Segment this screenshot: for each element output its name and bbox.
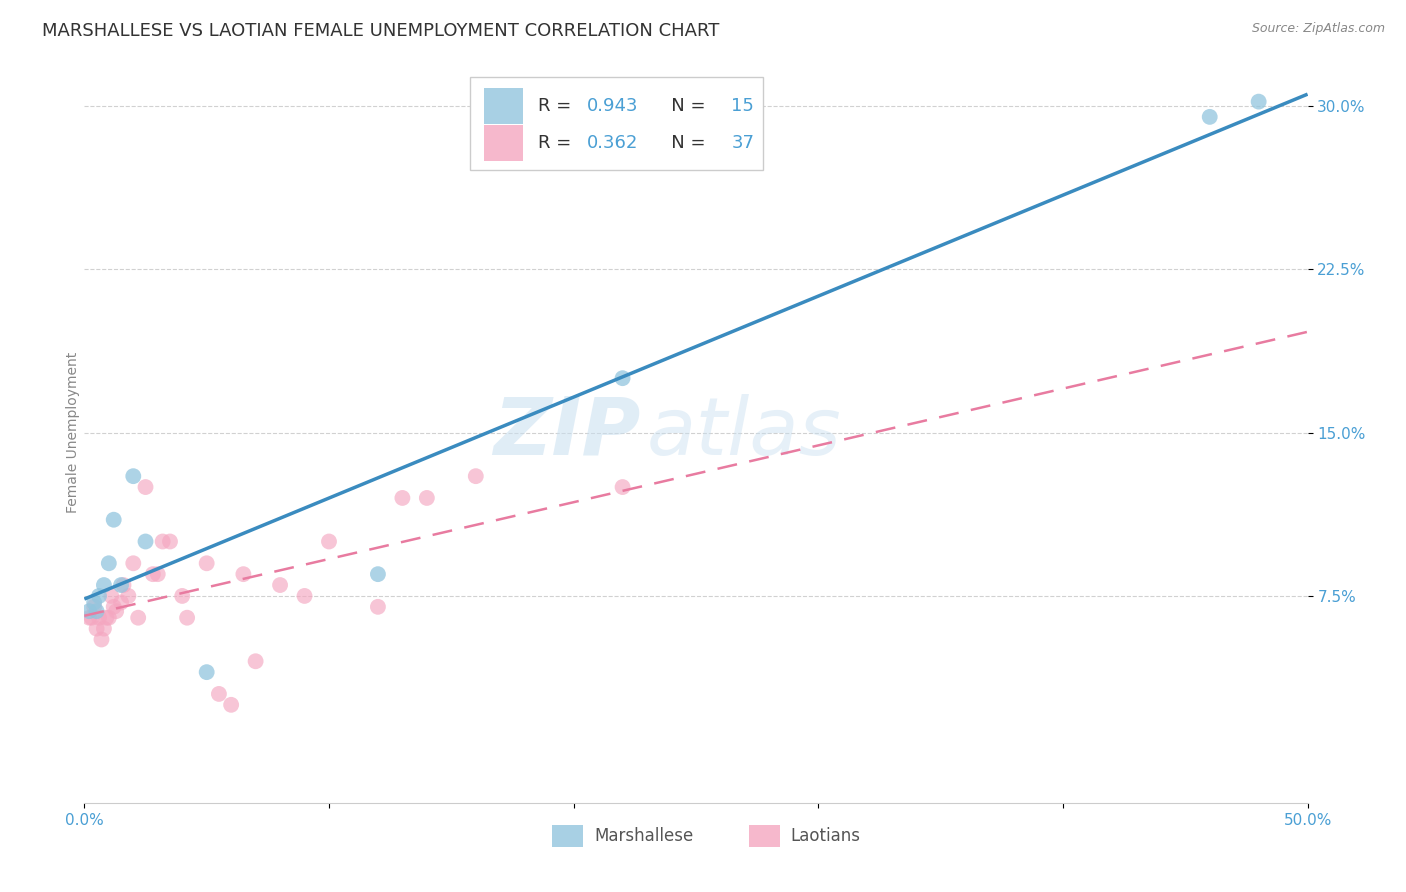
Point bbox=[367, 567, 389, 582]
Point bbox=[110, 578, 132, 592]
Text: R =: R = bbox=[538, 97, 578, 115]
Point bbox=[416, 491, 439, 505]
Text: N =: N = bbox=[654, 134, 711, 153]
Point bbox=[159, 534, 181, 549]
Point bbox=[122, 556, 145, 570]
FancyBboxPatch shape bbox=[484, 88, 523, 124]
FancyBboxPatch shape bbox=[470, 78, 763, 169]
Point bbox=[80, 611, 103, 625]
Point bbox=[100, 589, 122, 603]
Point bbox=[464, 469, 486, 483]
Y-axis label: Female Unemployment: Female Unemployment bbox=[66, 352, 80, 513]
Point bbox=[318, 534, 340, 549]
Point bbox=[90, 632, 112, 647]
Point bbox=[176, 611, 198, 625]
Point bbox=[110, 595, 132, 609]
Point bbox=[117, 589, 139, 603]
Text: 37: 37 bbox=[731, 134, 755, 153]
Point bbox=[245, 654, 267, 668]
Point bbox=[87, 589, 110, 603]
Point bbox=[1198, 110, 1220, 124]
Text: 15: 15 bbox=[731, 97, 754, 115]
Point bbox=[86, 622, 108, 636]
Point bbox=[208, 687, 231, 701]
Point bbox=[96, 611, 118, 625]
Point bbox=[232, 567, 254, 582]
Text: R =: R = bbox=[538, 134, 578, 153]
Point bbox=[294, 589, 316, 603]
Point bbox=[86, 604, 108, 618]
Point bbox=[87, 611, 110, 625]
Point bbox=[112, 578, 135, 592]
Text: Source: ZipAtlas.com: Source: ZipAtlas.com bbox=[1251, 22, 1385, 36]
Text: 0.362: 0.362 bbox=[588, 134, 638, 153]
Text: Laotians: Laotians bbox=[790, 827, 860, 846]
Point bbox=[77, 604, 100, 618]
Point bbox=[172, 589, 194, 603]
Text: MARSHALLESE VS LAOTIAN FEMALE UNEMPLOYMENT CORRELATION CHART: MARSHALLESE VS LAOTIAN FEMALE UNEMPLOYME… bbox=[42, 22, 720, 40]
Text: Marshallese: Marshallese bbox=[593, 827, 693, 846]
Point bbox=[83, 595, 105, 609]
Point bbox=[219, 698, 242, 712]
Point bbox=[93, 622, 115, 636]
Point bbox=[93, 578, 115, 592]
Point bbox=[77, 611, 100, 625]
Text: ZIP: ZIP bbox=[494, 393, 641, 472]
Point bbox=[105, 604, 128, 618]
Point bbox=[122, 469, 145, 483]
Point bbox=[367, 599, 389, 614]
Point bbox=[612, 480, 634, 494]
Point bbox=[146, 567, 169, 582]
Point bbox=[142, 567, 165, 582]
Point bbox=[135, 480, 157, 494]
Point bbox=[391, 491, 413, 505]
Point bbox=[97, 556, 120, 570]
Point bbox=[152, 534, 174, 549]
Point bbox=[103, 513, 125, 527]
Point bbox=[103, 599, 125, 614]
Point bbox=[135, 534, 157, 549]
Point bbox=[97, 611, 120, 625]
Text: N =: N = bbox=[654, 97, 711, 115]
Point bbox=[195, 556, 218, 570]
Text: atlas: atlas bbox=[647, 393, 842, 472]
Point bbox=[269, 578, 291, 592]
FancyBboxPatch shape bbox=[484, 126, 523, 161]
Text: 0.943: 0.943 bbox=[588, 97, 638, 115]
Point bbox=[83, 599, 105, 614]
Point bbox=[195, 665, 218, 680]
Point bbox=[1247, 95, 1270, 109]
Point bbox=[612, 371, 634, 385]
Point bbox=[127, 611, 149, 625]
